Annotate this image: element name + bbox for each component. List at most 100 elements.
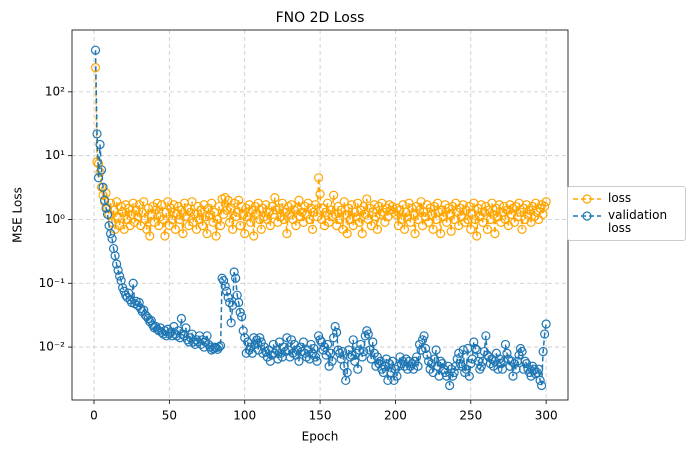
legend-swatch (573, 194, 601, 204)
data-point (297, 207, 307, 217)
data-point (529, 364, 539, 374)
data-point (226, 318, 236, 328)
data-point (460, 217, 470, 227)
data-point (387, 201, 398, 212)
data-point (176, 313, 187, 324)
data-point (232, 207, 242, 217)
data-point (413, 361, 423, 371)
data-point (217, 273, 227, 283)
data-point (273, 354, 283, 364)
data-point (131, 205, 141, 215)
data-point (493, 364, 503, 374)
data-point (342, 229, 352, 239)
data-point (256, 337, 266, 347)
data-point (458, 345, 468, 355)
data-point (472, 231, 482, 241)
data-point (351, 212, 361, 222)
data-point (469, 337, 479, 347)
series (90, 45, 551, 391)
data-point (190, 209, 200, 220)
y-tick-label: 10² (45, 84, 65, 98)
data-point (534, 214, 544, 225)
data-point (96, 165, 107, 175)
data-point (151, 205, 161, 215)
data-point (350, 207, 360, 217)
data-point (362, 194, 372, 204)
data-point (268, 339, 278, 350)
data-point (220, 193, 230, 203)
x-tick-label: 200 (384, 409, 407, 423)
x-tick-label: 150 (309, 409, 332, 423)
data-point (530, 369, 541, 379)
legend-label: loss (608, 191, 632, 205)
data-point (428, 224, 438, 234)
data-point (197, 221, 208, 231)
data-point (401, 354, 411, 364)
data-point (235, 307, 245, 317)
data-point (92, 129, 102, 139)
data-point (294, 195, 304, 205)
data-point (124, 288, 134, 298)
data-point (425, 203, 435, 213)
data-point (292, 345, 303, 355)
data-point (344, 345, 354, 355)
data-point (105, 229, 116, 239)
data-point (354, 217, 364, 227)
chart-title: FNO 2D Loss (276, 10, 365, 26)
data-point (523, 209, 533, 220)
data-point (175, 214, 185, 225)
data-point (137, 306, 147, 317)
data-point (298, 217, 309, 227)
data-point (250, 339, 260, 350)
data-point (353, 364, 363, 374)
data-point (335, 214, 345, 225)
data-point (443, 203, 453, 213)
data-point (506, 356, 517, 366)
data-point (169, 200, 179, 210)
data-point (338, 346, 348, 357)
data-point (414, 205, 425, 215)
data-point (310, 352, 321, 362)
data-point (431, 345, 441, 355)
x-tick-label: 100 (233, 409, 256, 423)
data-point (433, 361, 443, 371)
data-point (374, 359, 384, 369)
data-point (494, 354, 505, 364)
data-point (357, 352, 367, 362)
data-point (332, 327, 342, 337)
data-point (238, 326, 248, 336)
data-point (466, 224, 476, 234)
data-point (202, 229, 212, 239)
data-point (229, 198, 239, 208)
data-point (140, 214, 150, 225)
data-point (235, 221, 245, 231)
data-point (243, 212, 253, 222)
data-point (436, 356, 446, 366)
x-tick-label: 50 (162, 409, 177, 423)
data-point (249, 231, 259, 241)
data-point (404, 356, 414, 366)
data-point (145, 231, 155, 241)
data-point (90, 63, 101, 73)
data-point (540, 201, 550, 212)
data-point (312, 356, 322, 366)
data-point (327, 356, 337, 366)
data-point (339, 197, 349, 207)
data-point (537, 380, 547, 391)
data-point (163, 324, 173, 334)
data-point (220, 281, 230, 291)
series (90, 63, 551, 241)
data-point (315, 335, 325, 345)
data-point (357, 229, 367, 239)
data-point (381, 354, 391, 364)
data-point (93, 173, 104, 183)
y-tick-label: 10⁻¹ (39, 276, 66, 290)
data-point (390, 364, 401, 374)
data-point (274, 337, 284, 347)
data-point (312, 212, 322, 222)
data-point (445, 380, 455, 391)
data-point (452, 354, 462, 364)
data-point (205, 209, 215, 220)
data-point (211, 231, 221, 241)
